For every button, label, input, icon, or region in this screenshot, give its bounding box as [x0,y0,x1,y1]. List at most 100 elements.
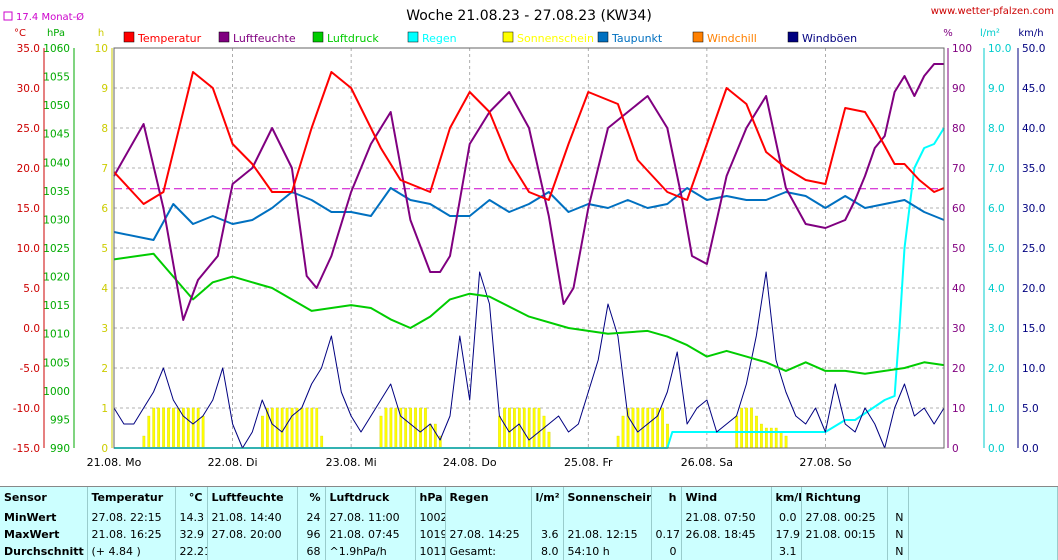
tick-label-rain: 0.0 [988,443,1005,455]
stats-cell: 14.3 [175,509,208,526]
sunshine-bar [191,407,195,449]
stats-cell: 0.17 [651,526,682,543]
sunshine-bar [433,423,437,449]
stats-cell: 0.0 [771,509,802,526]
sunshine-bar [177,407,180,449]
sunshine-bar [280,407,284,449]
sunshine-bar [394,407,398,449]
sunshine-bar [527,407,531,449]
tick-label-sun: 4 [101,283,108,295]
sunshine-bar [305,407,309,449]
sunshine-bar [172,407,175,449]
tick-label-press: 990 [50,443,70,455]
stats-cell: 21.08. 12:15 [563,526,652,543]
sunshine-bar [621,415,625,449]
tick-label-hum: 30 [952,323,965,335]
sunshine-bars [142,407,788,449]
stats-panel: Sensor Temperatur °C Luftfeuchte % Luftd… [0,486,1058,560]
tick-label-press: 1035 [43,186,70,198]
tick-label-rain: 9.0 [988,83,1005,95]
sunshine-bar [261,415,264,449]
tick-label-sun: 8 [101,123,108,135]
unit-rain: l/m² [980,28,1000,39]
unit-sun: h [98,28,104,39]
tick-label-sun: 0 [101,443,108,455]
stats-cell: 32.9 [175,526,208,543]
stats-cell: 96 [297,526,326,543]
legend-swatch [407,31,419,43]
series-line-temperatur [113,71,945,205]
sunshine-bar [419,407,422,449]
tick-label-wind: 0.0 [1022,443,1039,455]
sunshine-bar [784,435,788,449]
stats-header: h [651,487,682,509]
series-line-taupunkt [113,187,945,241]
stats-cell: N [887,509,909,526]
stats-cell: Durchschnitt [0,543,88,560]
sunshine-bar [522,407,526,449]
sunshine-bar [295,407,299,449]
tick-label-temp: 25.0 [17,123,40,135]
tick-label-rain: 8.0 [988,123,1005,135]
sunshine-bar [498,415,501,449]
legend-label: Temperatur [137,32,202,45]
legend-label: Windchill [707,32,757,45]
tick-label-wind: 45.0 [1022,83,1045,95]
sunshine-bar [646,407,650,449]
series-lines [113,63,945,449]
x-tick-label: 27.08. So [799,456,851,469]
tick-label-press: 1050 [43,100,70,112]
stats-cell [563,509,652,526]
tick-label-sun: 3 [101,323,108,335]
stats-filler [908,526,1058,543]
unit-temp: °C [14,28,26,39]
tick-label-temp: -10.0 [13,403,40,415]
tick-label-press: 1000 [43,386,70,398]
legend-swatch [123,31,135,43]
tick-label-temp: 5.0 [23,283,40,295]
sunshine-bar [320,435,324,449]
sunshine-bar [290,407,294,449]
tick-label-sun: 9 [101,83,108,95]
sunshine-bar [429,423,432,449]
sunshine-bar [547,431,551,449]
legend-swatch [787,31,799,43]
stats-cell: 21.08. 00:15 [801,526,888,543]
stats-cell: 68 [297,543,326,560]
tick-label-temp: 30.0 [17,83,40,95]
stats-cell: 0 [651,543,682,560]
stats-cell: 21.08. 16:25 [87,526,176,543]
stats-cell: 22.21 [175,543,208,560]
sunshine-bar [532,407,536,449]
stats-cell: 3.1 [771,543,802,560]
stats-cell: 24 [297,509,326,526]
sunshine-bar [379,415,383,449]
stats-cell: 17.9 [771,526,802,543]
sunshine-bar [508,407,511,449]
stats-cell: 27.08. 11:00 [325,509,416,526]
tick-label-rain: 2.0 [988,363,1005,375]
tick-label-press: 1060 [43,43,70,55]
stats-cell: 1019.9 [415,526,446,543]
tick-label-temp: -5.0 [20,363,41,375]
stats-cell: 27.08. 20:00 [207,526,298,543]
sunshine-bar [201,415,205,449]
series-line-luftdruck [113,252,945,375]
stats-cell: 21.08. 14:40 [207,509,298,526]
sunshine-bar [147,415,151,449]
chart-title: Woche 21.08.23 - 27.08.23 (KW34) [406,8,652,24]
sunshine-bar [142,435,146,449]
sunshine-bar [162,407,165,449]
tick-label-sun: 5 [101,243,108,255]
series-line-regen [114,127,945,449]
series-line-windböen [113,271,945,449]
stats-row-min: MinWert 27.08. 22:15 14.3 21.08. 14:40 2… [0,509,1058,526]
sunshine-bar [285,407,289,449]
stats-header: km/h [771,487,802,509]
sunshine-bar [157,407,161,449]
sunshine-bar [745,407,748,449]
stats-cell [681,543,772,560]
stats-filler [908,543,1058,560]
unit-wind: km/h [1018,28,1043,39]
x-tick-label: 24.08. Do [443,456,497,469]
